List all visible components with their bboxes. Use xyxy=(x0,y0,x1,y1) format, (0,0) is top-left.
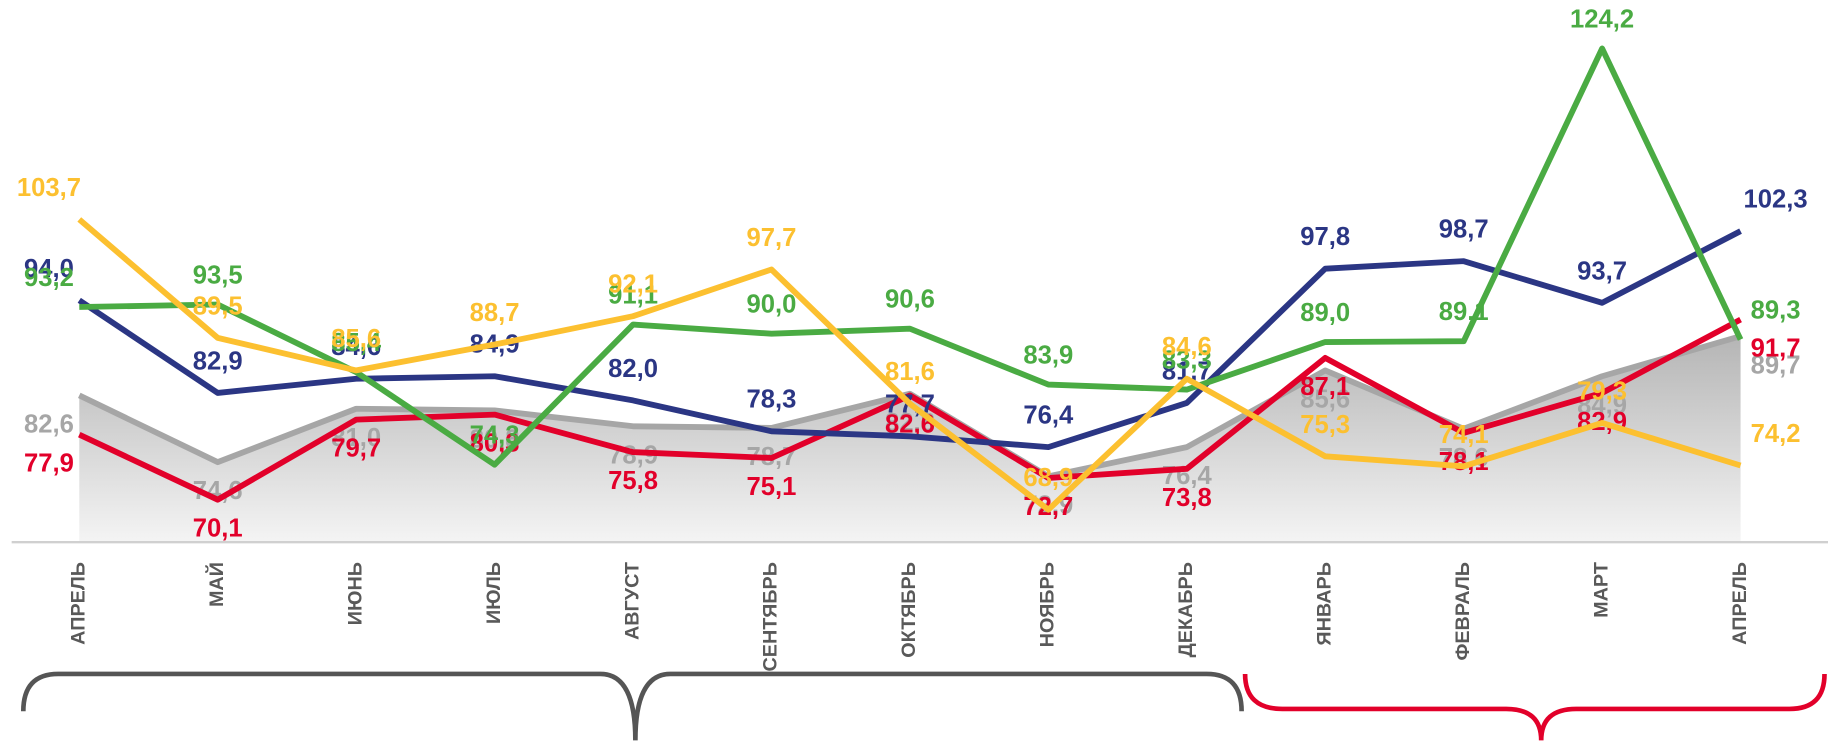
data-label: 89,5 xyxy=(193,292,243,320)
data-label: 89,0 xyxy=(1300,299,1350,327)
data-label: 93,5 xyxy=(193,261,243,289)
data-label: 79,7 xyxy=(331,435,381,463)
x-tick-label: СЕНТЯБРЬ xyxy=(760,562,782,672)
data-label: 87,1 xyxy=(1300,373,1350,401)
x-tick-label: ОКТЯБРЬ xyxy=(898,562,920,658)
data-label: 75,1 xyxy=(747,473,797,501)
data-label: 84,6 xyxy=(1162,333,1212,361)
data-label: 88,7 xyxy=(470,299,520,327)
data-label: 91,1 xyxy=(608,281,658,309)
data-label: 85,4 xyxy=(331,329,382,357)
data-label: 97,7 xyxy=(747,224,797,252)
x-tick-label: АПРЕЛЬ xyxy=(68,562,90,645)
data-label: 94,0 xyxy=(24,255,74,283)
data-label: 74,1 xyxy=(1439,421,1489,449)
x-tick-label: ЯНВАРЬ xyxy=(1313,562,1335,646)
data-label: 124,2 xyxy=(1570,5,1634,33)
data-label: 97,8 xyxy=(1300,223,1350,251)
data-label: 93,2 xyxy=(24,264,74,292)
data-label: 75,8 xyxy=(608,467,658,495)
period-brace xyxy=(20,671,1244,741)
data-label: 85,6 xyxy=(331,325,381,353)
data-label: 78,3 xyxy=(747,386,797,414)
x-tick-label: ИЮЛЬ xyxy=(483,562,505,624)
x-tick-label: АПРЕЛЬ xyxy=(1729,562,1751,645)
data-label: 74,2 xyxy=(1751,420,1801,448)
data-label: 91,7 xyxy=(1751,335,1801,363)
x-tick-label: МАРТ xyxy=(1590,562,1612,618)
x-tick-label: ФЕВРАЛЬ xyxy=(1452,562,1474,661)
data-label: 102,3 xyxy=(1743,186,1807,214)
data-label: 93,7 xyxy=(1577,257,1627,285)
series-line xyxy=(78,316,1742,503)
data-label: 90,0 xyxy=(747,290,797,318)
data-label: 79,3 xyxy=(1577,377,1627,405)
data-label: 83,9 xyxy=(1023,341,1073,369)
data-label: 83,3 xyxy=(1162,346,1212,374)
x-tick-label: НОЯБРЬ xyxy=(1037,562,1059,647)
data-label: 92,1 xyxy=(608,271,658,299)
data-label: 68,9 xyxy=(1023,464,1073,492)
data-label: 84,6 xyxy=(331,333,381,361)
data-label: 70,1 xyxy=(193,515,243,543)
x-tick-label: МАЙ xyxy=(204,562,228,607)
x-tick-label: ИЮНЬ xyxy=(344,562,366,625)
period-brace xyxy=(1242,673,1827,741)
data-label: 98,7 xyxy=(1439,216,1489,244)
data-label: 82,6 xyxy=(24,411,74,439)
x-tick-label: ДЕКАБРЬ xyxy=(1175,562,1197,657)
data-label: 75,3 xyxy=(1300,411,1350,439)
data-label: 90,6 xyxy=(885,285,935,313)
data-label: 85,6 xyxy=(1300,385,1350,413)
data-label: 89,1 xyxy=(1439,298,1489,326)
series-line xyxy=(77,217,1742,513)
data-label: 81,6 xyxy=(885,358,935,386)
data-label: 76,4 xyxy=(1023,402,1074,430)
data-label: 82,9 xyxy=(193,347,243,375)
data-label: 82,0 xyxy=(608,355,658,383)
data-label: 77,9 xyxy=(24,450,74,478)
series-line xyxy=(77,228,1742,451)
data-label: 74,3 xyxy=(470,421,520,449)
data-label: 89,3 xyxy=(1751,296,1801,324)
data-label: 89,7 xyxy=(1751,351,1801,379)
data-label: 103,7 xyxy=(17,174,81,202)
data-label: 73,8 xyxy=(1162,484,1212,512)
x-tick-label: АВГУСТ xyxy=(621,562,643,640)
